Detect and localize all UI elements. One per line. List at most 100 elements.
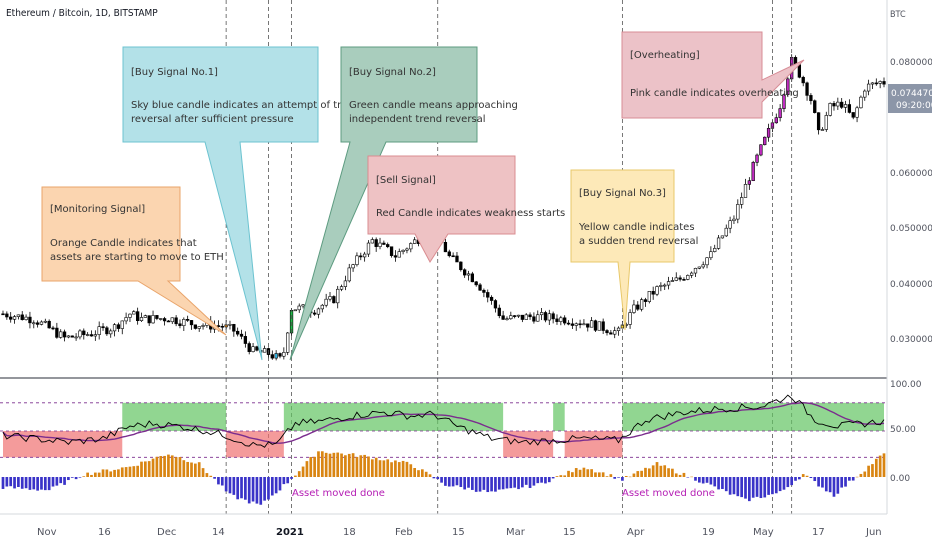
candle-body (170, 317, 174, 323)
histogram-bar (28, 477, 32, 490)
candle-body (870, 82, 875, 85)
histogram-bar (590, 469, 593, 477)
candle-body (759, 144, 763, 156)
histogram-bar (63, 477, 66, 485)
candle-body (601, 321, 605, 331)
histogram-bar (294, 475, 297, 477)
candle-body (463, 269, 467, 276)
histogram-bar (159, 456, 163, 477)
indicator-oscillator (2, 394, 885, 448)
callout-sell-signal-title: [Sell Signal] (376, 175, 436, 186)
callout-buy-signal-3[interactable]: [Buy Signal No.3] Yellow candle indicate… (570, 169, 698, 331)
histogram-bar (305, 461, 309, 477)
candle-body (716, 237, 721, 249)
callout-monitoring-line-2: assets are starting to move to ETH (50, 252, 224, 263)
histogram-bar (97, 472, 101, 477)
last-price-countdown: 09:20:00 (896, 101, 932, 111)
candle-body (863, 90, 867, 98)
time-tick-label: 19 (702, 527, 715, 538)
candle-body (755, 154, 759, 163)
price-pane[interactable]: 0.08000000 0.06000000 0.05000000 0.04000… (1, 54, 932, 361)
histogram-bar (501, 477, 505, 490)
candle-body (366, 242, 371, 255)
candle-body (293, 309, 298, 312)
histogram-bar (605, 476, 609, 477)
candle-body (820, 129, 825, 131)
histogram-bar (409, 464, 413, 477)
callout-buy-signal-1-line-2: reversal after sufficient pressure (131, 114, 294, 125)
candle-body (270, 354, 274, 359)
histogram-bar (509, 477, 513, 489)
histogram-bar (359, 455, 363, 477)
candle-body (66, 335, 71, 338)
candle-body (632, 304, 636, 313)
callout-sell-signal[interactable]: [Sell Signal] Red Candle indicates weakn… (367, 155, 565, 263)
histogram-bar (871, 464, 874, 477)
time-tick-label: 18 (343, 527, 356, 538)
candle-body (24, 316, 28, 320)
time-tick-label: 14 (212, 527, 225, 538)
candle-body (878, 81, 882, 84)
callout-buy-signal-3-title: [Buy Signal No.3] (579, 188, 666, 199)
candle-body (251, 346, 255, 352)
histogram-bar (801, 474, 805, 477)
candle-body (840, 101, 844, 108)
candle-body (689, 272, 694, 276)
indicator-pane[interactable]: 100.00 50.00 0.00 Asset moved done Asset… (0, 380, 922, 505)
candle-body (455, 255, 459, 263)
symbol-title[interactable]: Ethereum / Bitcoin, 1D, BITSTAMP (6, 8, 158, 19)
histogram-bar (386, 459, 390, 477)
currency-label: BTC (890, 10, 906, 20)
candle-body (847, 104, 852, 113)
candle-body (543, 312, 548, 321)
candle-body (370, 239, 374, 244)
histogram-bar (624, 475, 628, 477)
candle-body (139, 317, 144, 322)
histogram-bar (436, 477, 440, 480)
candle-body (520, 314, 525, 320)
histogram-bar (228, 477, 232, 494)
candle-body (59, 331, 63, 338)
histogram-bar (351, 453, 355, 477)
candle-body (466, 273, 471, 276)
candle-body (851, 112, 855, 118)
candle-body (320, 304, 324, 310)
histogram-bar (397, 462, 401, 477)
candle-body (412, 239, 417, 244)
histogram-bar (440, 477, 443, 483)
last-price-badge (888, 84, 932, 113)
histogram-bar (459, 477, 463, 487)
histogram-bar (90, 474, 93, 477)
histogram-bar (597, 472, 601, 477)
candle-body (497, 307, 501, 317)
callout-buy-signal-2[interactable]: [Buy Signal No.2] Green candle means app… (289, 46, 521, 361)
callout-buy-signal-1[interactable]: [Buy Signal No.1] Sky blue candle indica… (122, 46, 363, 361)
histogram-bar (413, 467, 416, 477)
histogram-bar (355, 456, 359, 477)
bullish-zone (622, 402, 884, 431)
candle-body (589, 320, 594, 328)
candle-body (174, 317, 178, 325)
callout-buy-signal-2-line-1: Green candle means approaching (349, 100, 518, 111)
histogram-bar (571, 472, 574, 477)
histogram-bar (644, 467, 647, 477)
time-tick-label: 15 (563, 527, 576, 538)
histogram-bar (263, 477, 266, 501)
histogram-bar (774, 477, 778, 494)
price-tick-label: 0.08000000 (890, 58, 932, 68)
candle-body (720, 235, 725, 239)
time-axis[interactable]: Nov 16 Dec 14 2021 18 Feb 15 Mar 15 Apr … (37, 527, 882, 538)
histogram-bar (563, 475, 567, 477)
candle-body (82, 330, 86, 336)
histogram-bar (494, 477, 497, 492)
candle-body (551, 313, 555, 320)
histogram-bar (824, 477, 828, 492)
callout-overheating[interactable]: [Overheating] Pink candle indicates over… (621, 31, 805, 119)
histogram-bar (117, 469, 120, 477)
histogram-bar (544, 477, 547, 484)
candle-body (628, 312, 632, 325)
histogram-bar (505, 477, 509, 489)
callout-monitoring[interactable]: [Monitoring Signal] Orange Candle indica… (41, 186, 227, 336)
histogram-bar (47, 477, 51, 491)
